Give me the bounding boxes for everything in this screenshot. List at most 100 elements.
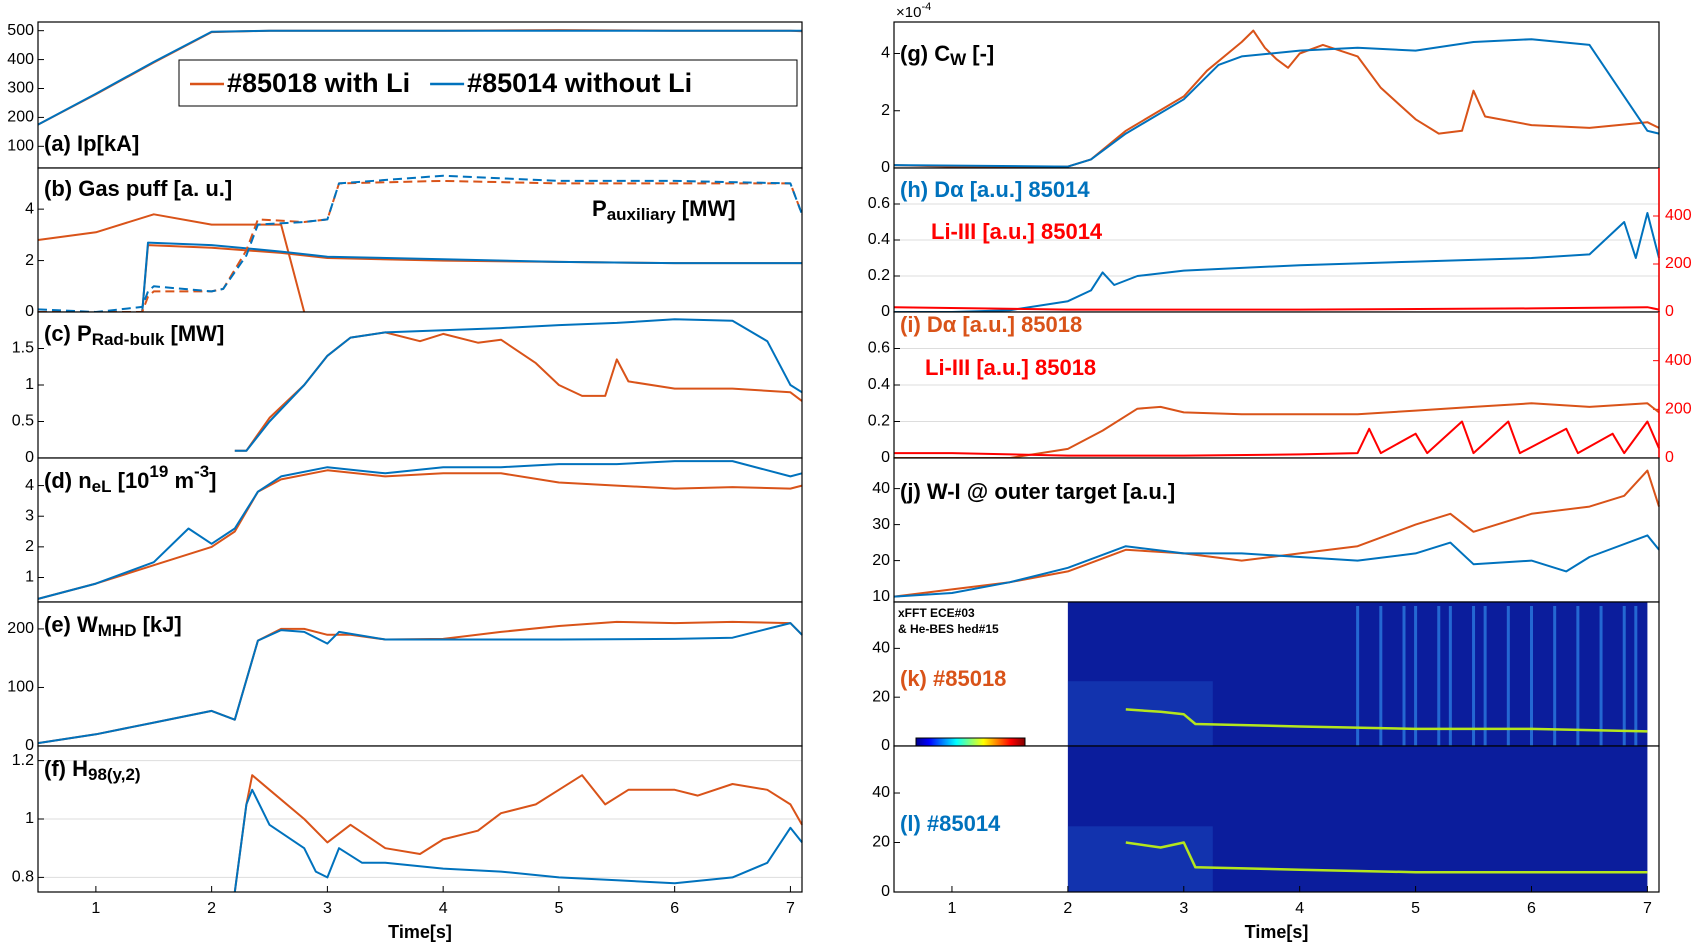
y-tick-label: 0.4 xyxy=(868,376,890,393)
y-tick-label: 0.6 xyxy=(868,340,890,357)
label-part: ] xyxy=(209,468,216,493)
series-line xyxy=(894,420,1660,457)
label-part: W xyxy=(950,50,967,69)
panel: 0 100 200 (e) WMHD [kJ] xyxy=(7,601,803,754)
label-part: xFFT ECE#03 xyxy=(898,606,975,620)
y-tick-label: 2 xyxy=(881,102,890,119)
panel: 0 2 4 ×10-4 (g) CW [-] xyxy=(881,1,1660,176)
y-tick-label: 500 xyxy=(7,22,34,39)
y-tick-label: 40 xyxy=(872,480,890,497)
panel-background xyxy=(38,312,802,458)
panel: 0 0.2 0.4 0.6 0 200 400 (i) Dα [a.u.] 85018 Li-I… xyxy=(868,311,1692,466)
y-tick-label: 0.5 xyxy=(12,413,34,430)
legend-box xyxy=(178,59,798,107)
panel: 1 2 3 4 (d) neL [1019 m-3] xyxy=(25,457,803,603)
y-tick-label: 0 xyxy=(881,449,890,466)
panel: 0.8 1 1.2 1 2 3 4 5 6 7 Time[s] (f) H98(y,2) xyxy=(12,745,803,942)
label-part: [10 xyxy=(112,468,150,493)
series-line xyxy=(893,534,1660,598)
series-line xyxy=(141,241,802,313)
panel-background xyxy=(894,22,1659,168)
label-part: [kJ] xyxy=(136,612,181,637)
y-tick-label: 0 xyxy=(881,303,890,320)
y-tick-label: 10 xyxy=(872,588,890,605)
series-line xyxy=(37,460,803,600)
label-part: (i) Dα [a.u.] 85018 xyxy=(900,312,1082,337)
label-part: m xyxy=(168,468,194,493)
y-tick-label: 200 xyxy=(7,109,34,126)
label-part: P xyxy=(592,196,607,221)
panel-frame xyxy=(893,745,1660,893)
series-line xyxy=(37,469,803,600)
label-part: -4 xyxy=(921,1,931,13)
panel: 0 0.5 1 1.5 (c) PRad-bulk [MW] xyxy=(12,311,803,466)
x-tick-label: 6 xyxy=(670,900,679,917)
label-part: Li-III [a.u.] 85018 xyxy=(925,355,1096,380)
y2-tick-label: 400 xyxy=(1665,207,1692,224)
label-part: & He-BES hed#15 xyxy=(898,622,999,636)
mode-line xyxy=(1125,708,1648,733)
label-part: (h) Dα [a.u.] 85014 xyxy=(900,177,1090,202)
panel-label: & He-BES hed#15 xyxy=(898,622,999,636)
panel-label: (b) Gas puff [a. u.] xyxy=(44,176,232,201)
panel-label: (j) W-I @ outer target [a.u.] xyxy=(900,479,1175,504)
series-line xyxy=(37,213,306,313)
y-tick-label: 3 xyxy=(25,507,34,524)
x-tick-label: 7 xyxy=(1643,900,1652,917)
y-tick-label: 0 xyxy=(25,303,34,320)
label-part: (d) n xyxy=(44,468,92,493)
y2-tick-label: 200 xyxy=(1665,255,1692,272)
panel-label: (l) #85014 xyxy=(900,811,1001,836)
y2-tick-label: 400 xyxy=(1665,352,1692,369)
label-part: Li-III [a.u.] 85014 xyxy=(931,219,1103,244)
legend-label: #85018 with Li xyxy=(227,68,410,98)
y-tick-label: 4 xyxy=(881,45,890,62)
y-tick-label: 0 xyxy=(881,737,890,754)
x-tick-label: 3 xyxy=(323,900,332,917)
x-tick-label: 1 xyxy=(91,900,100,917)
panel-label: (g) CW [-] xyxy=(900,41,994,70)
panel-label: (h) Dα [a.u.] 85014 xyxy=(900,177,1090,202)
spectrogram-haze xyxy=(1067,681,1213,746)
panel-label: Li-III [a.u.] 85018 xyxy=(925,355,1096,380)
panel-label: (f) H98(y,2) xyxy=(44,756,141,785)
y-tick-label: 0 xyxy=(881,159,890,176)
y-tick-label: 0 xyxy=(881,883,890,900)
x-tick-label: 6 xyxy=(1527,900,1536,917)
series-line xyxy=(234,318,803,452)
label-part: Rad-bulk xyxy=(92,330,165,349)
x-axis-label: Time[s] xyxy=(1245,922,1309,942)
label-part: (j) W-I @ outer target [a.u.] xyxy=(900,479,1175,504)
y-tick-label: 200 xyxy=(7,620,34,637)
panel: 0 2 4 (b) Gas puff [a. u.] Pauxiliary [MW] xyxy=(25,167,803,320)
label-part: ×10 xyxy=(896,4,921,21)
panel-label: xFFT ECE#03 xyxy=(898,606,975,620)
y2-tick-label: 0 xyxy=(1665,303,1674,320)
label-part: 19 xyxy=(149,462,168,481)
y-tick-label: 100 xyxy=(7,679,34,696)
series-line xyxy=(38,179,803,313)
panel-label: (i) Dα [a.u.] 85018 xyxy=(900,312,1082,337)
panel-label: (k) #85018 xyxy=(900,666,1006,691)
series-line xyxy=(893,29,1660,168)
y-tick-label: 0.4 xyxy=(868,231,890,248)
label-part: [-] xyxy=(966,41,994,66)
y-tick-label: 0.8 xyxy=(12,869,34,886)
label-part: (c) P xyxy=(44,321,92,346)
label-part: (k) #85018 xyxy=(900,666,1006,691)
y-tick-label: 4 xyxy=(25,200,34,217)
y-tick-label: 1.2 xyxy=(12,752,34,769)
panel-label: Pauxiliary [MW] xyxy=(592,196,736,225)
y2-tick-label: 0 xyxy=(1665,449,1674,466)
label-part: MHD xyxy=(98,621,137,640)
series-line xyxy=(37,29,802,126)
panel-label: (e) WMHD [kJ] xyxy=(44,612,182,641)
mode-line xyxy=(1125,841,1648,874)
panel: 0 20 40 1 2 3 4 5 6 7 Time[s] (l) #85014 xyxy=(872,745,1660,942)
label-part: -3 xyxy=(194,462,209,481)
series-line xyxy=(37,174,803,313)
x-tick-label: 7 xyxy=(786,900,795,917)
series-line xyxy=(233,788,803,893)
